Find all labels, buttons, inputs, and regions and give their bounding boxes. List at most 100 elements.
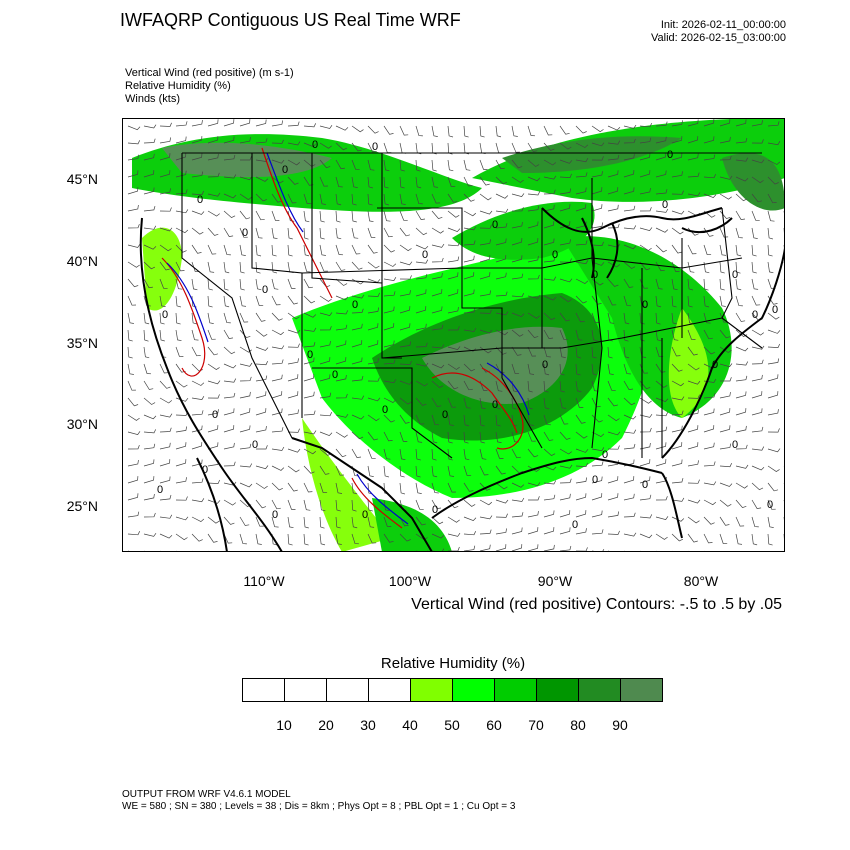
wind-barb	[767, 261, 774, 274]
wind-barb	[751, 426, 764, 433]
wind-barb	[335, 295, 349, 301]
wind-barb	[543, 142, 555, 151]
field-label-winds: Winds (kts)	[125, 93, 180, 105]
wind-barb	[143, 153, 155, 161]
wind-barb	[319, 227, 325, 240]
wind-barb	[479, 431, 485, 444]
colorbar-label: 40	[402, 717, 418, 733]
wind-barb	[287, 358, 299, 365]
wind-barb	[495, 193, 509, 199]
wind-barb	[591, 476, 603, 484]
wind-barb	[607, 414, 620, 422]
wind-barb	[687, 380, 701, 385]
wind-barb	[271, 210, 280, 221]
wind-barb	[511, 222, 523, 229]
wind-barb	[751, 295, 761, 306]
wind-barb	[127, 261, 140, 268]
wind-barb	[415, 380, 429, 387]
wind-barb	[383, 277, 397, 281]
wind-barb	[575, 312, 585, 323]
wind-barb	[463, 448, 470, 461]
wind-barb	[543, 329, 554, 339]
wind-barb	[463, 159, 471, 171]
wind-barb	[735, 516, 745, 527]
wind-barb	[415, 448, 421, 461]
wind-barb	[735, 361, 749, 366]
wind-barb	[159, 278, 168, 289]
wind-barb	[319, 499, 326, 512]
wind-barb	[127, 363, 134, 375]
wind-barb	[591, 142, 605, 147]
wind-barb	[495, 208, 509, 213]
wind-barb	[127, 511, 140, 518]
wind-barb	[463, 346, 477, 352]
wind-barb	[639, 137, 652, 144]
wind-barb	[703, 193, 717, 199]
wind-barb	[287, 533, 293, 546]
wind-barb	[159, 494, 172, 501]
wind-barb	[495, 291, 508, 297]
wind-barb	[319, 482, 328, 494]
wind-barb	[591, 156, 604, 161]
wind-barb	[495, 255, 507, 263]
wind-barb	[479, 397, 486, 410]
wind-barb	[703, 329, 713, 340]
wind-barb	[367, 159, 375, 171]
wind-barb	[559, 464, 573, 469]
wind-barb	[415, 482, 422, 494]
wind-barb	[543, 312, 556, 321]
wind-barb	[575, 187, 587, 195]
wind-barb	[351, 323, 363, 331]
wind-barb	[559, 545, 572, 552]
wind-barb	[511, 159, 523, 169]
wind-barb	[671, 478, 684, 484]
wind-barb	[223, 136, 235, 144]
wind-barb	[447, 227, 461, 233]
wind-barb	[559, 380, 565, 393]
wind-barb	[671, 329, 679, 341]
wind-barb	[415, 227, 428, 236]
coastlines	[139, 207, 785, 552]
wind-barb	[687, 278, 693, 291]
wind-barb	[271, 345, 285, 350]
wind-barb	[223, 295, 230, 308]
wind-barb	[319, 431, 333, 437]
colorbar-label: 50	[444, 717, 460, 733]
wind-barb	[495, 499, 509, 504]
wind-barb	[447, 448, 453, 461]
wind-barb	[303, 227, 309, 240]
wind-barb	[687, 460, 699, 467]
wind-barb	[559, 414, 569, 425]
wind-barb	[591, 241, 604, 246]
wind-barb	[543, 431, 554, 441]
wind-barb	[415, 465, 421, 478]
wind-barb	[367, 244, 378, 254]
wind-barb	[543, 189, 556, 195]
wind-barb	[127, 531, 141, 536]
wind-barb	[591, 529, 604, 535]
wind-barb	[671, 363, 683, 372]
wind-barb	[591, 171, 603, 178]
wind-barb	[703, 244, 712, 256]
wind-barb	[239, 346, 252, 353]
wind-barb	[511, 293, 525, 298]
wind-barb	[399, 516, 409, 527]
wind-barb	[431, 431, 438, 444]
wind-barb	[255, 329, 268, 337]
wind-barb	[527, 255, 539, 263]
wind-barb	[495, 363, 505, 374]
wind-barb	[655, 136, 667, 144]
wind-barb	[623, 244, 637, 250]
wind-barb	[287, 329, 301, 334]
wind-barb	[303, 430, 317, 435]
wind-barb	[127, 346, 133, 359]
wind-barb	[671, 396, 685, 401]
wind-barb	[255, 482, 268, 489]
wind-barb	[527, 511, 539, 518]
wind-barb	[703, 136, 715, 144]
wind-barb	[335, 244, 344, 256]
wind-barb	[351, 261, 363, 270]
wind-barb	[623, 476, 635, 484]
wind-barb	[431, 176, 439, 188]
wind-barb	[671, 190, 684, 195]
